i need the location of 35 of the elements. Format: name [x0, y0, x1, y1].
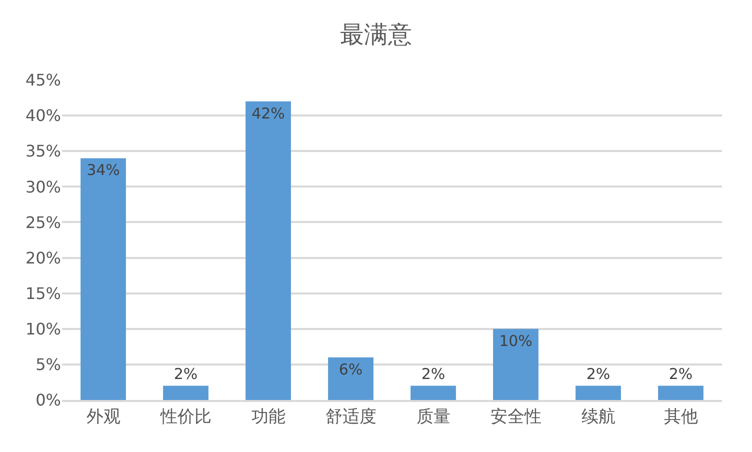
x-tick-label: 安全性 [490, 407, 542, 428]
x-tick-label: 续航 [581, 407, 616, 428]
data-label: 34% [86, 161, 120, 180]
data-label: 6% [338, 360, 363, 378]
y-tick-label: 35% [25, 142, 61, 161]
data-label: 2% [174, 364, 198, 383]
bar [658, 386, 704, 400]
y-tick-label: 25% [25, 212, 61, 232]
bar [163, 386, 208, 400]
bar [493, 328, 538, 400]
chart-title: 最满意 [340, 20, 412, 48]
y-tick-label: 30% [25, 177, 61, 196]
data-label: 10% [499, 332, 532, 350]
y-tick-label: 45% [25, 70, 61, 90]
data-label: 2% [421, 364, 446, 383]
y-tick-label: 20% [25, 248, 61, 268]
y-tick-label: 40% [25, 106, 61, 126]
x-tick-label: 外观 [86, 407, 120, 428]
y-tick-label: 15% [25, 284, 61, 303]
x-tick-label: 功能 [251, 407, 286, 428]
x-tick-label: 性价比 [159, 407, 212, 428]
data-label: 42% [252, 104, 285, 122]
x-tick-label: 其他 [664, 407, 698, 428]
y-tick-label: 5% [36, 355, 61, 374]
x-tick-label: 质量 [416, 407, 450, 428]
bar [576, 386, 621, 400]
y-tick-label: 10% [25, 319, 61, 338]
x-tick-label: 舒适度 [325, 407, 376, 428]
data-label: 2% [668, 364, 693, 383]
bar [80, 158, 126, 400]
bar [328, 357, 374, 400]
bar [410, 386, 456, 400]
y-tick-label: 0% [36, 390, 61, 410]
data-label: 2% [586, 364, 610, 383]
bar [246, 101, 291, 400]
